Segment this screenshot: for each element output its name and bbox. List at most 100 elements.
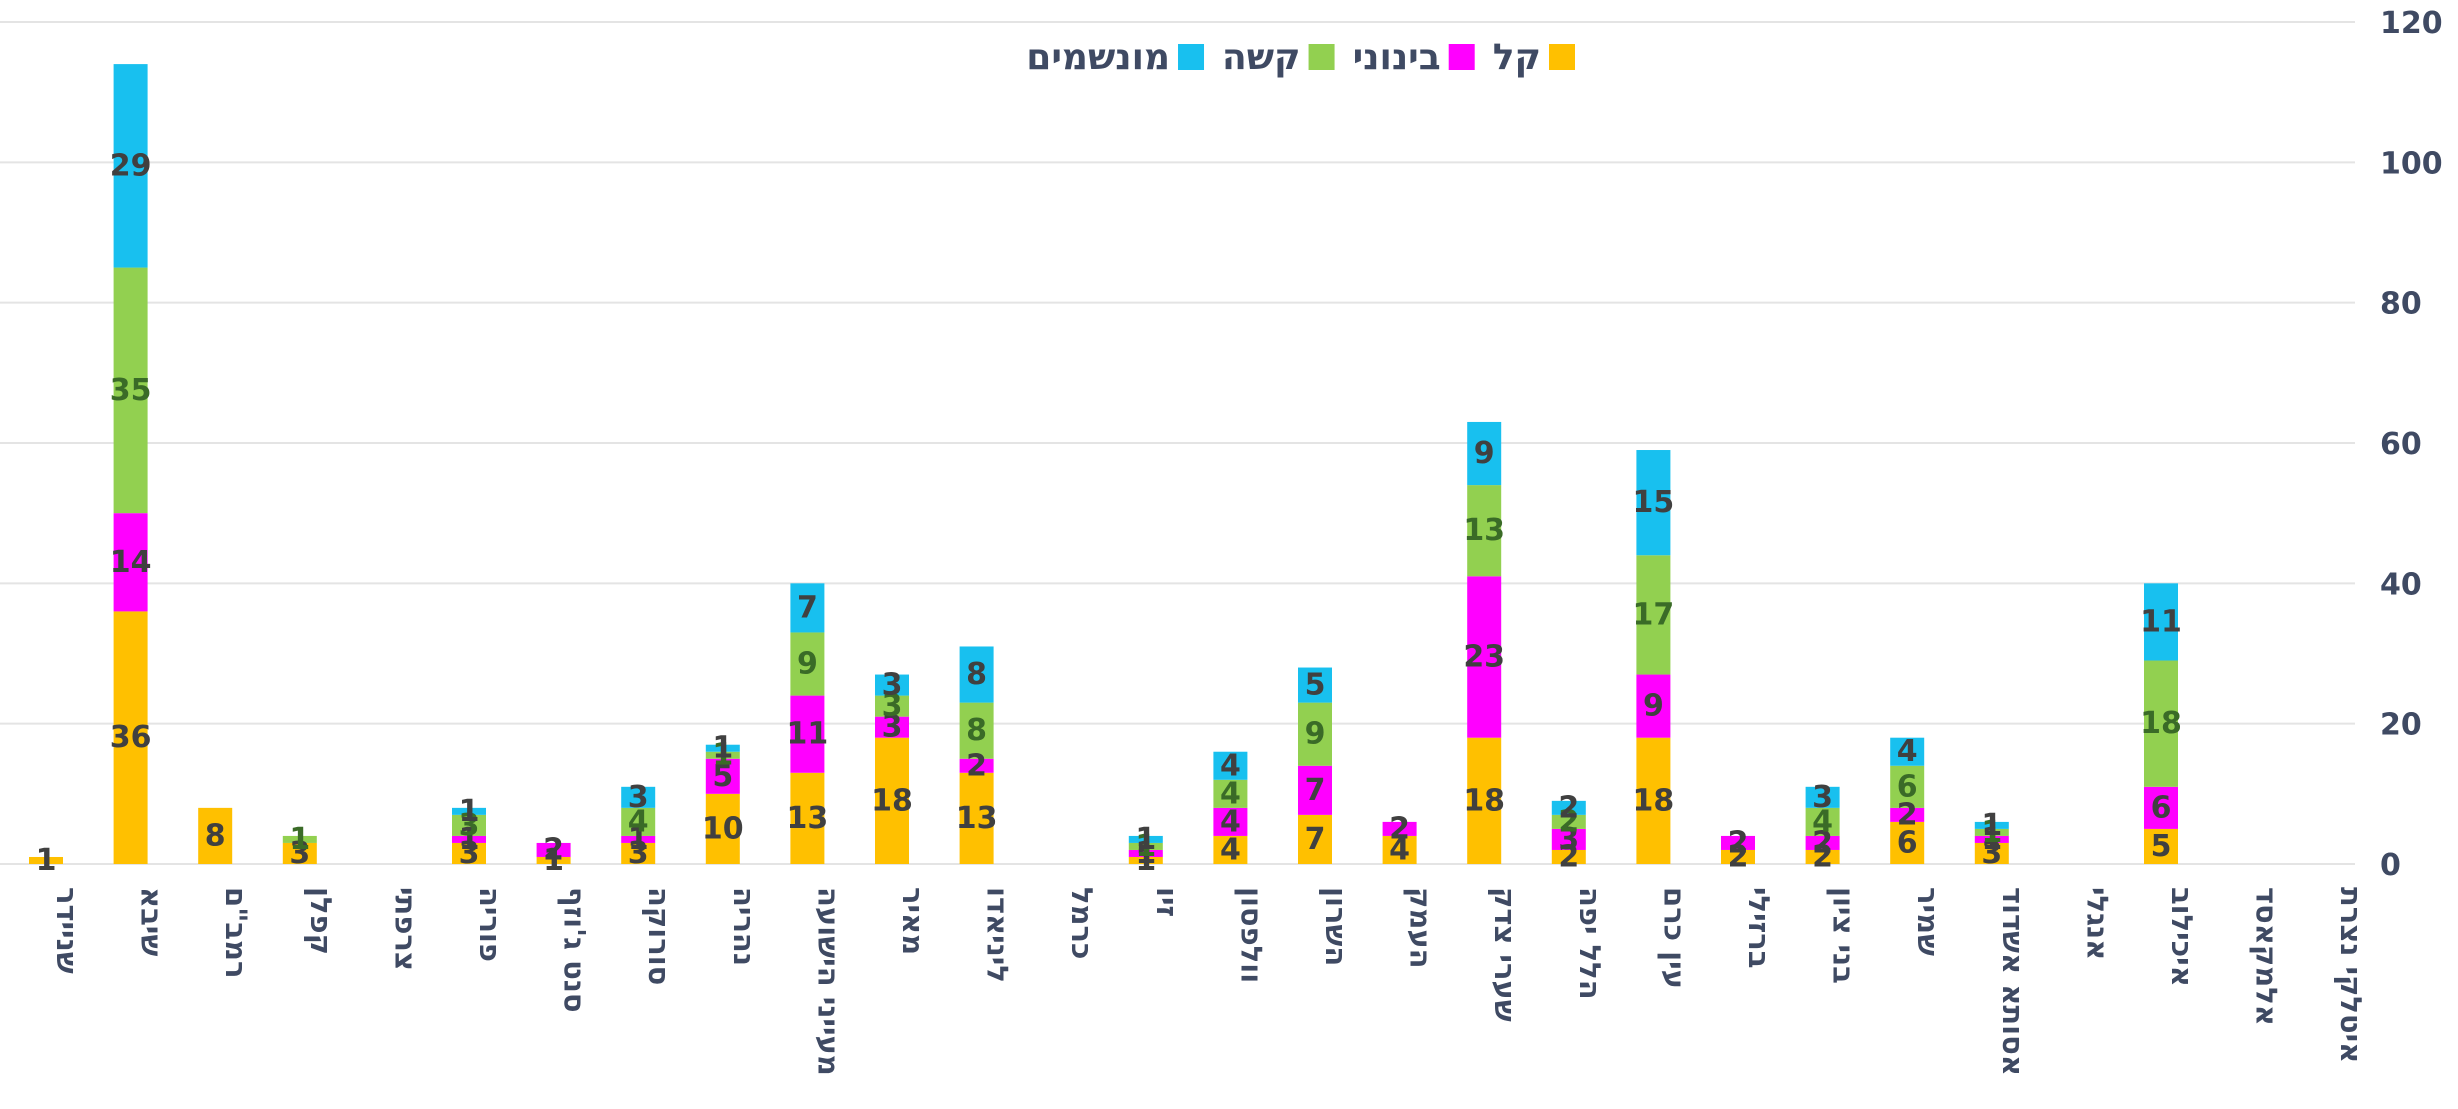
bar-segment (452, 835, 486, 843)
x-tick-label: פוריה (473, 887, 507, 962)
data-label: 2 (1897, 797, 1918, 832)
data-label: 3 (882, 668, 903, 703)
x-tick-label: כרמל (1065, 887, 1099, 959)
data-label: 3 (1558, 822, 1579, 857)
bar-segment (452, 842, 486, 864)
x-tick-label: שמיר (1911, 887, 1945, 956)
x-tick-label: זיו (1150, 887, 1184, 917)
bar-segment (1974, 821, 2009, 829)
bar-segment (959, 772, 994, 864)
bar-segment (1890, 807, 1925, 822)
data-label: 2 (966, 748, 987, 783)
x-tick-label: איטלקי נצרת (2334, 887, 2368, 1063)
y-tick-label: 40 (2380, 567, 2422, 602)
data-label: 35 (110, 373, 152, 408)
data-label: 18 (2140, 706, 2182, 741)
x-tick-label: מעייני הישועה (811, 887, 845, 1076)
data-label: 4 (1389, 832, 1410, 867)
x-tick-label: סורוקה (642, 887, 676, 985)
bar-segment (198, 807, 233, 864)
bar-segment (705, 744, 740, 752)
bar-segment (1298, 702, 1332, 766)
bar-segment (2144, 583, 2178, 661)
bar-segment (875, 716, 909, 738)
bar-segment (1213, 751, 1248, 780)
legend-swatch (1549, 44, 1575, 70)
bar-segment (1805, 849, 1840, 864)
x-tick-label: רמב"ם (219, 887, 253, 978)
x-tick-label: אנגלי (2080, 887, 2114, 960)
data-label: 6 (1897, 825, 1918, 860)
bar-segment (536, 842, 571, 857)
data-label: 3 (882, 689, 903, 724)
data-label: 3 (882, 710, 903, 745)
bar-segment (1805, 786, 1840, 808)
data-label: 1 (712, 738, 733, 773)
bar-segment (959, 702, 994, 759)
bar-segment (705, 793, 740, 864)
x-tick-label: העמק (1404, 887, 1438, 969)
x-tick-label: צרפתי (388, 887, 422, 971)
bar-segment (875, 674, 909, 696)
bar-segment (621, 835, 656, 843)
bar-segment (1382, 835, 1417, 864)
data-label: 4 (628, 804, 649, 839)
bar-segment (282, 842, 317, 864)
bar-segment (1636, 450, 1671, 556)
data-label: 1 (543, 843, 564, 878)
bar-segment (113, 64, 148, 268)
y-tick-label: 20 (2380, 708, 2422, 743)
data-label: 1 (459, 794, 480, 829)
data-label: 2 (1812, 825, 1833, 860)
legend-label: קשה (1222, 37, 1301, 78)
x-tick-label: הלל יפה (1573, 887, 1607, 1000)
bar-segment (959, 758, 994, 773)
bar-segment (1213, 779, 1248, 808)
data-label: 1 (1981, 815, 2002, 850)
data-label: 10 (702, 811, 744, 846)
bar-segment (1298, 814, 1332, 864)
x-tick-label: שניידר (50, 887, 84, 974)
x-tick-label: ברזילי (1742, 887, 1776, 968)
data-label: 14 (110, 545, 152, 580)
bar-segment (875, 695, 909, 717)
y-tick-label: 100 (2380, 146, 2443, 181)
bar-segment (959, 646, 994, 703)
bar-segment (621, 842, 656, 864)
data-label: 11 (787, 717, 829, 752)
data-label: 8 (966, 713, 987, 748)
bar-segment (1551, 828, 1586, 850)
bar-segment (2144, 786, 2178, 829)
data-label: 5 (1305, 668, 1326, 703)
x-tick-label: בני ציון (1827, 887, 1861, 984)
bar-segment (1974, 842, 2009, 864)
data-label: 2 (1389, 811, 1410, 846)
bar-segment (452, 807, 486, 815)
data-label: 18 (1633, 783, 1675, 818)
x-tick-label: עין כרם (1657, 887, 1691, 989)
data-label: 4 (1220, 776, 1241, 811)
bar-segment (1890, 821, 1925, 864)
data-label: 1 (36, 843, 57, 878)
data-label: 1 (1135, 843, 1156, 878)
data-label: 2 (1558, 839, 1579, 874)
bar-segment (1128, 849, 1163, 857)
data-label: 9 (1305, 717, 1326, 752)
bar-segment (1382, 821, 1417, 836)
bar-segment (113, 513, 148, 612)
data-label: 13 (956, 801, 998, 836)
bar-segment (1890, 765, 1925, 808)
bar-segment (1213, 835, 1248, 864)
bar-segment (113, 267, 148, 514)
bar-segment (790, 772, 825, 864)
bar-segment (1551, 849, 1586, 864)
bar-segment (790, 583, 825, 633)
x-tick-label: נהריה (727, 887, 761, 966)
legend-swatch (1308, 44, 1335, 70)
data-label: 29 (110, 148, 152, 183)
data-label: 4 (1220, 804, 1241, 839)
data-label: 7 (1305, 773, 1326, 808)
data-label: 4 (1220, 832, 1241, 867)
